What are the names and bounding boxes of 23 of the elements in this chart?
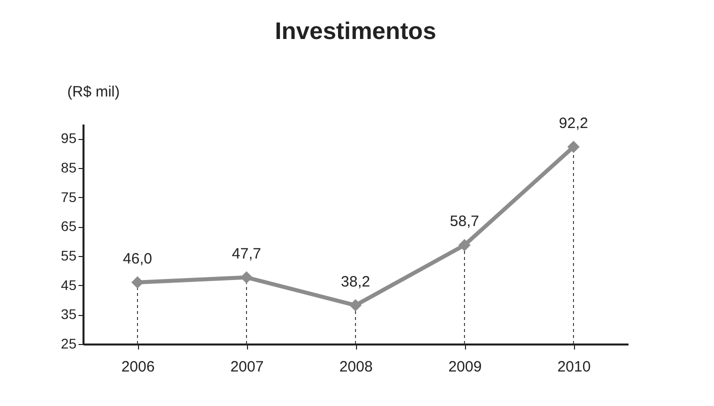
x-tick-label: 2008 (339, 358, 373, 376)
y-tick-label: 95 (60, 130, 77, 146)
chart-title: Investimentos (274, 18, 436, 45)
data-label: 92,2 (558, 114, 588, 132)
x-tick-label: 2010 (557, 358, 591, 376)
y-tick-label: 45 (60, 276, 77, 293)
data-label: 58,7 (450, 213, 480, 230)
point (349, 299, 362, 312)
x-tick-label: 2007 (230, 358, 264, 376)
data-label: 46,0 (122, 250, 152, 268)
y-tick-label: 75 (60, 188, 77, 205)
point (458, 239, 471, 252)
point (567, 140, 580, 154)
y-tick-label: 35 (60, 306, 77, 322)
x-tick-label: 2006 (121, 358, 155, 376)
y-tick-label: 25 (60, 336, 77, 352)
data-label: 38,2 (340, 273, 370, 290)
y-tick-label: 65 (60, 218, 77, 234)
y-tick-label: 55 (60, 248, 77, 264)
data-label: 47,7 (232, 245, 262, 262)
y-tick-label: 85 (60, 160, 77, 176)
y-axis-title: (R$ mil) (67, 84, 120, 100)
x-tick-label: 2009 (448, 358, 482, 376)
